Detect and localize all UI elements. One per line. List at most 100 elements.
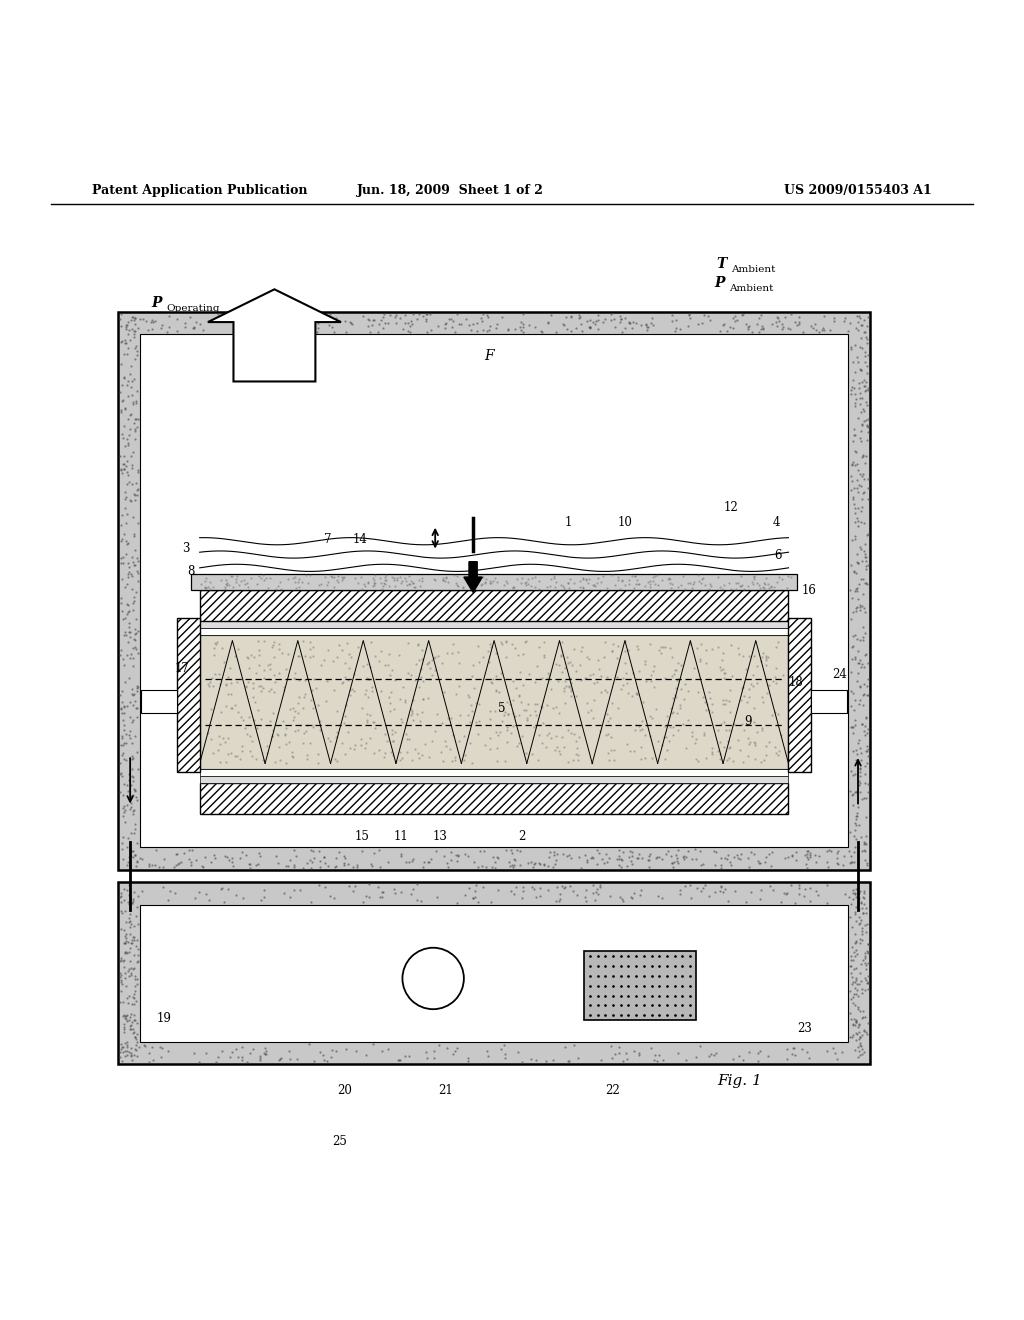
Point <box>127 780 143 801</box>
Point <box>539 694 555 715</box>
Point <box>650 731 667 752</box>
Point <box>260 655 276 676</box>
Point <box>336 566 352 587</box>
Point <box>686 733 702 754</box>
Point <box>375 576 391 597</box>
Point <box>618 1043 635 1064</box>
Point <box>846 851 862 873</box>
Point <box>288 845 304 866</box>
Point <box>286 857 302 878</box>
Point <box>509 735 525 756</box>
Point <box>305 1051 322 1072</box>
Point <box>124 1049 140 1071</box>
Point <box>121 1008 137 1030</box>
Point <box>685 657 701 678</box>
Point <box>257 1044 273 1065</box>
Point <box>171 853 187 874</box>
Point <box>590 649 606 671</box>
Point <box>859 781 876 803</box>
Point <box>386 570 402 591</box>
Point <box>127 936 143 957</box>
Point <box>115 709 131 730</box>
Point <box>851 758 867 779</box>
Point <box>639 572 655 593</box>
Point <box>561 577 578 598</box>
Point <box>113 891 129 912</box>
Point <box>843 1008 859 1030</box>
Point <box>220 684 237 705</box>
Point <box>719 321 735 342</box>
Point <box>447 684 464 705</box>
Point <box>852 762 868 783</box>
Point <box>507 318 523 339</box>
Point <box>596 853 612 874</box>
Point <box>705 743 721 764</box>
Point <box>214 638 230 659</box>
Point <box>311 874 328 895</box>
Point <box>439 708 456 729</box>
Point <box>116 878 132 899</box>
Point <box>707 854 723 875</box>
Point <box>672 883 688 904</box>
Point <box>116 748 132 770</box>
Point <box>168 854 184 875</box>
Point <box>848 1010 864 1031</box>
Point <box>401 315 418 337</box>
Point <box>844 966 860 987</box>
Point <box>183 840 200 861</box>
Point <box>860 953 877 974</box>
Point <box>799 847 815 869</box>
Point <box>119 1011 135 1032</box>
Point <box>767 701 783 722</box>
Point <box>742 731 759 752</box>
Point <box>393 709 410 730</box>
Point <box>124 565 140 586</box>
Point <box>629 847 645 869</box>
Point <box>341 875 357 896</box>
Point <box>186 317 203 338</box>
Point <box>449 1038 465 1059</box>
Point <box>114 838 130 859</box>
Point <box>507 850 523 871</box>
Point <box>681 304 697 325</box>
Point <box>337 847 353 869</box>
Point <box>141 1052 158 1073</box>
Point <box>113 882 129 903</box>
Point <box>627 565 643 586</box>
Point <box>114 727 130 748</box>
Point <box>440 309 457 330</box>
Point <box>548 322 564 343</box>
Point <box>208 634 224 655</box>
Point <box>828 843 845 865</box>
Point <box>114 973 130 994</box>
Point <box>214 1040 230 1061</box>
Point <box>472 841 488 862</box>
Point <box>696 875 713 896</box>
Point <box>127 1039 143 1060</box>
Point <box>311 574 328 595</box>
Point <box>843 962 859 983</box>
Point <box>821 840 838 861</box>
Point <box>573 636 590 657</box>
Point <box>860 965 877 986</box>
Point <box>299 714 315 735</box>
Point <box>633 748 649 770</box>
Point <box>122 937 138 958</box>
Point <box>112 1047 128 1068</box>
Point <box>196 319 212 341</box>
Point <box>853 337 869 358</box>
Point <box>449 574 465 595</box>
Point <box>355 891 372 912</box>
Point <box>264 702 281 723</box>
Point <box>850 552 866 573</box>
Point <box>403 698 420 719</box>
Point <box>438 568 455 589</box>
Point <box>127 845 143 866</box>
Point <box>119 774 135 795</box>
Point <box>264 719 281 741</box>
Point <box>341 737 357 758</box>
Point <box>336 855 352 876</box>
Point <box>853 714 869 735</box>
Point <box>122 913 138 935</box>
Point <box>694 878 711 899</box>
